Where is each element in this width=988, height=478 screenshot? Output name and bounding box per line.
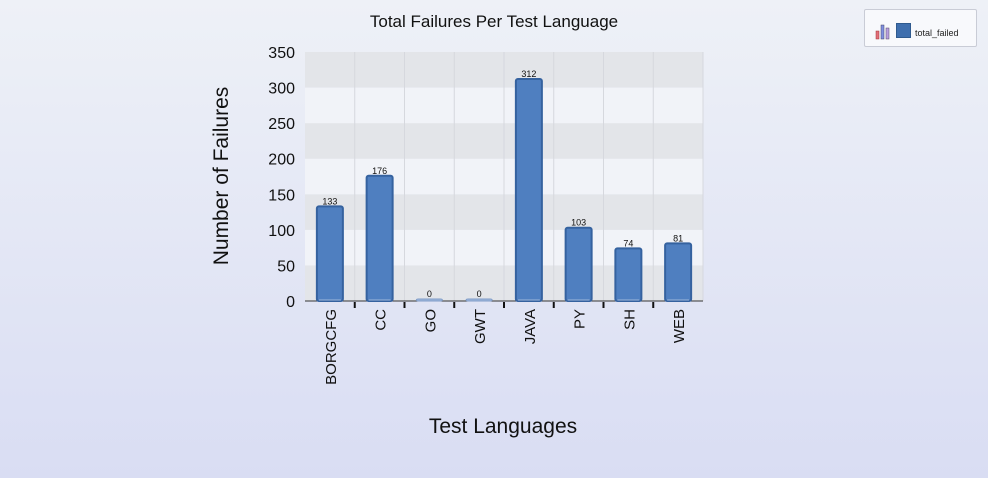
bar xyxy=(664,242,693,302)
y-tick-label: 100 xyxy=(268,223,295,240)
y-tick-label: 200 xyxy=(268,152,295,169)
legend-label: total_failed xyxy=(915,28,959,38)
bar xyxy=(614,247,643,302)
y-tick-label: 250 xyxy=(268,116,295,133)
data-label: 0 xyxy=(427,289,432,299)
bar-chart-icon xyxy=(875,24,890,40)
y-tick-label: 0 xyxy=(286,294,295,311)
y-tick-label: 50 xyxy=(277,258,295,275)
bar xyxy=(564,226,593,302)
data-label: 74 xyxy=(623,238,633,248)
data-label: 133 xyxy=(322,196,337,206)
x-tick-label: JAVA xyxy=(522,309,539,344)
x-tick-label: CC xyxy=(373,309,390,331)
bar xyxy=(365,174,394,302)
x-tick-label: GO xyxy=(422,309,439,332)
data-label: 176 xyxy=(372,166,387,176)
x-tick-label: BORGCFG xyxy=(323,309,340,385)
y-axis-label: Number of Failures xyxy=(210,87,233,266)
y-tick-label: 350 xyxy=(268,45,295,62)
data-label: 312 xyxy=(521,69,536,79)
data-label: 0 xyxy=(477,289,482,299)
x-tick-label: SH xyxy=(621,309,638,330)
y-tick-label: 150 xyxy=(268,187,295,204)
chart-title: Total Failures Per Test Language xyxy=(370,12,618,31)
x-tick-label: GWT xyxy=(472,309,489,344)
x-tick-label: PY xyxy=(572,309,589,329)
y-tick-label: 300 xyxy=(268,81,295,98)
legend: total_failed xyxy=(864,9,977,47)
data-label: 81 xyxy=(673,233,683,243)
bar xyxy=(315,205,344,303)
x-axis-label: Test Languages xyxy=(429,415,577,438)
legend-swatch xyxy=(896,23,911,38)
data-label: 103 xyxy=(571,218,586,228)
bar xyxy=(514,78,543,302)
x-tick-label: WEB xyxy=(671,309,688,343)
